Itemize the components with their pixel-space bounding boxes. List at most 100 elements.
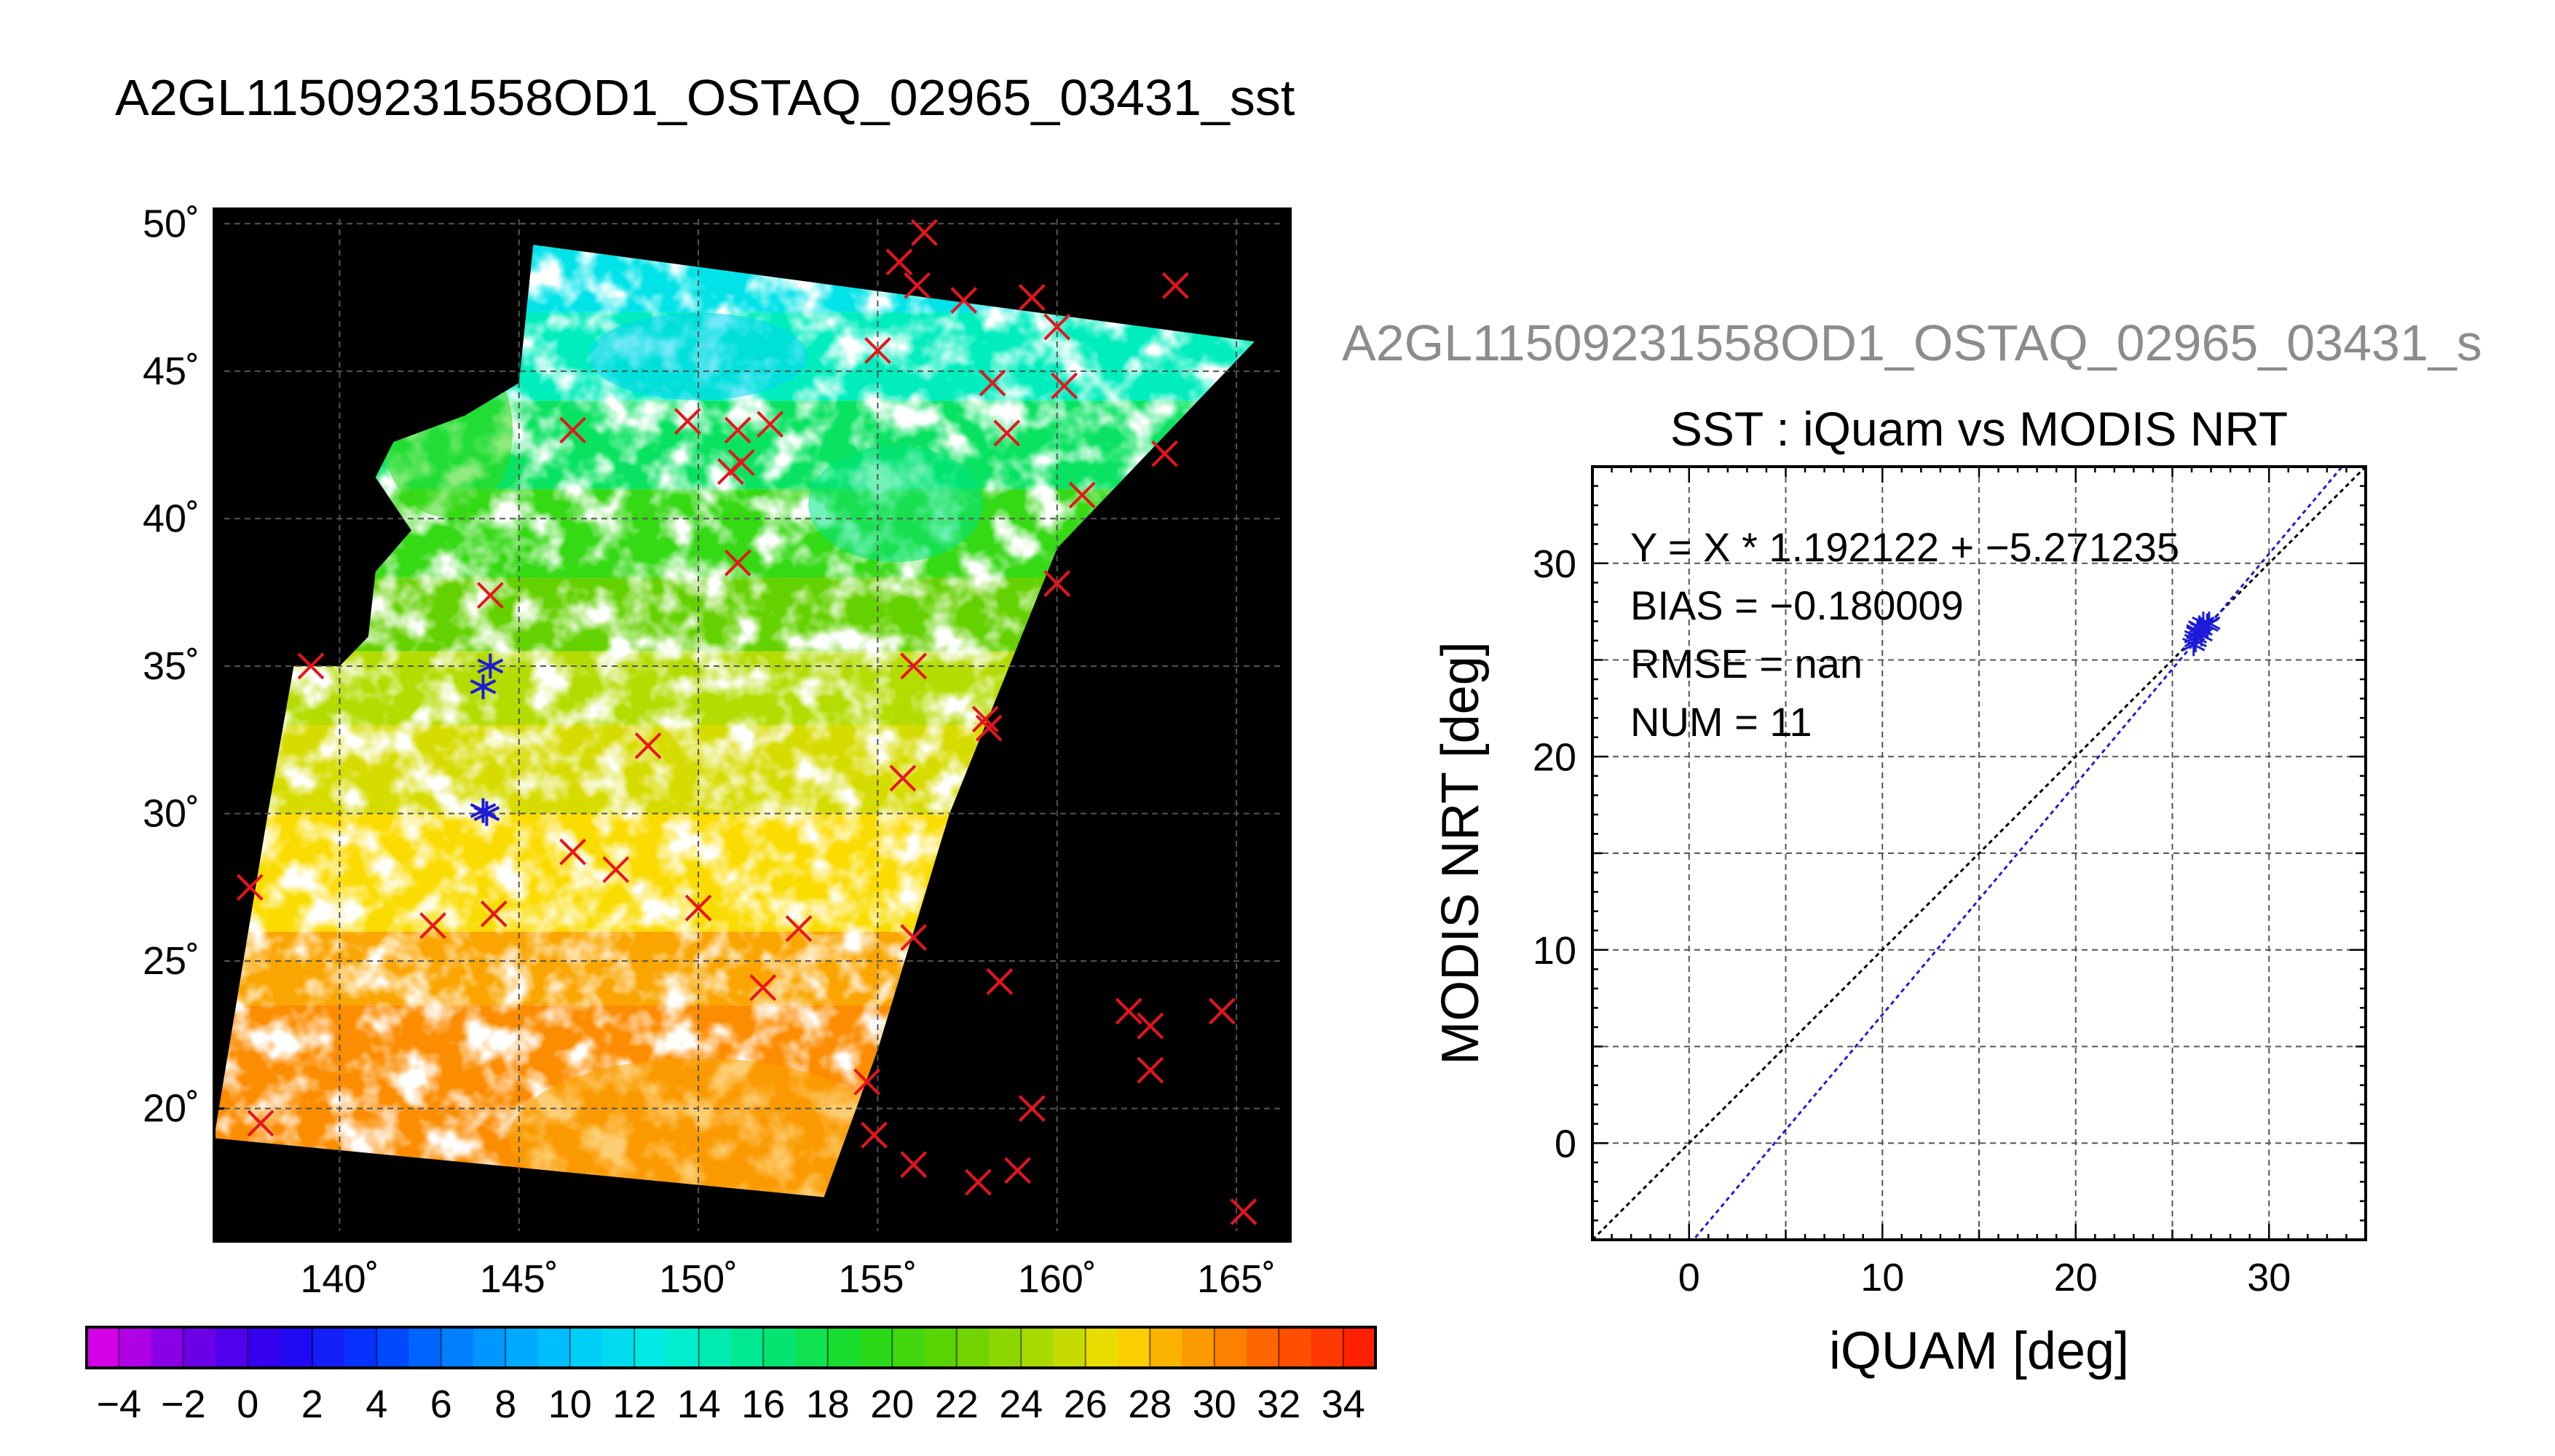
map-frame [213,207,1292,1243]
colorbar-cell [989,1327,1022,1368]
colorbar-cell [376,1327,409,1368]
red-x-marker [419,912,446,939]
red-x-marker [1051,372,1078,400]
red-x-marker [717,458,744,485]
colorbar-tick-label: 22 [935,1382,979,1426]
colorbar-cell [537,1327,571,1368]
colorbar-frame [85,1326,1377,1369]
red-x-marker [684,894,712,922]
red-x-marker [236,874,264,901]
scatter-x-tick-label: 10 [1860,1256,1904,1299]
scatter-x-tick-label: 20 [2054,1256,2098,1299]
regression-line [1691,467,2344,1240]
colorbar-cell [312,1327,345,1368]
red-x-marker [724,549,751,577]
map-x-tick-label: 145˚ [480,1257,558,1301]
map-x-tick-label: 155˚ [838,1257,917,1301]
scatter-y-tick-label: 20 [1533,735,1576,779]
scatter-point [2197,612,2221,636]
colorbar-tick-label: 16 [741,1382,785,1426]
map-x-tick-label: 150˚ [659,1257,738,1301]
scatter-annotation: NUM = 11 [1630,699,1812,745]
colorbar-cell [827,1327,861,1368]
colorbar-cell [1053,1327,1086,1368]
colorbar-cell [1214,1327,1247,1368]
scatter-points [2181,612,2221,657]
red-x-marker [602,856,630,883]
colorbar-cell [119,1327,151,1368]
map-x-tick-label: 165˚ [1197,1257,1276,1301]
map-x-tick-label: 140˚ [300,1257,379,1301]
red-x-marker [559,416,587,444]
red-x-marker [1018,284,1046,311]
colorbar-cell [344,1327,377,1368]
blue-star-marker [477,653,504,678]
colorbar-cell [892,1327,925,1368]
colorbar-cell [1150,1327,1182,1368]
colorbar-cell [1311,1327,1344,1368]
colorbar-tick-label: 12 [612,1382,656,1426]
colorbar-cell [505,1327,538,1368]
scatter-ticks: 0 10 20 30 0 10 20 30 [1533,465,2367,1299]
colorbar-cell [860,1327,893,1368]
colorbar-tick-label: 26 [1064,1382,1107,1426]
colorbar-tick-label: 28 [1128,1382,1172,1426]
red-x-marker [674,408,701,435]
red-x-marker [1151,440,1178,467]
colorbar-tick-label: 6 [430,1382,452,1426]
red-x-marker [979,369,1006,397]
blue-star-marker [470,674,497,700]
red-x-marker [975,714,1003,742]
red-x-marker [480,900,508,927]
colorbar: −4 −2 0 2 4 6 8 10 12 14 16 18 20 22 24 26 28 30 32 34 [85,1326,1377,1426]
colorbar-cell [731,1327,764,1368]
colorbar-cell [1021,1327,1054,1368]
colorbar-tick-label: −4 [96,1382,141,1426]
red-x-marker [1161,272,1189,299]
red-x-marker [476,582,504,609]
colorbar-cell [666,1327,700,1368]
red-x-marker [785,915,813,942]
scatter-x-tick-label: 0 [1678,1256,1700,1299]
map-x-tick-label: 160˚ [1018,1257,1097,1301]
red-x-marker [1137,1056,1164,1084]
red-x-marker [749,974,777,1001]
red-x-marker [1043,570,1071,597]
red-x-marker [757,411,784,438]
map-y-tick-label: 45˚ [143,349,200,393]
map-y-tick-label: 20˚ [143,1087,200,1131]
red-x-marker [297,652,325,680]
scatter-y-tick-label: 0 [1555,1122,1576,1166]
red-x-marker [1137,1012,1164,1040]
colorbar-tick-label: 18 [806,1382,850,1426]
colorbar-cell [1182,1327,1215,1368]
colorbar-cell [151,1327,184,1368]
colorbar-tick-label: 8 [494,1382,516,1426]
scatter-title: SST : iQuam vs MODIS NRT [1670,402,2288,456]
red-x-marker [1043,313,1071,341]
red-x-marker [911,218,938,246]
colorbar-cell [924,1327,957,1368]
colorbar-tick-label: 10 [548,1382,592,1426]
colorbar-tick-label: 30 [1193,1382,1236,1426]
colorbar-tick-label: 20 [870,1382,914,1426]
red-x-marker [900,1151,928,1179]
y-axis-label: MODIS NRT [deg] [1431,641,1490,1065]
scatter-annotation: BIAS = −0.180009 [1630,582,1964,628]
scatter-x-tick-label: 30 [2247,1256,2291,1299]
colorbar-cell [441,1327,474,1368]
colorbar-tick-label: 24 [999,1382,1043,1426]
colorbar-tick-label: 4 [366,1382,387,1426]
main-title: A2GL11509231558OD1_OSTAQ_02965_03431_sst [115,69,1295,126]
x-axis-label: iQUAM [deg] [1829,1322,2129,1380]
red-x-marker [861,1121,888,1149]
colorbar-cell [216,1327,248,1368]
scatter-y-tick-label: 10 [1533,929,1576,973]
colorbar-tick-label: 2 [301,1382,323,1426]
red-x-marker [971,705,999,733]
colorbar-cell [280,1327,313,1368]
map-y-tick-label: 30˚ [143,792,200,836]
scatter-gridlines [1592,467,2366,1240]
map-y-tick-label: 40˚ [143,496,200,540]
red-x-marker [559,838,587,866]
